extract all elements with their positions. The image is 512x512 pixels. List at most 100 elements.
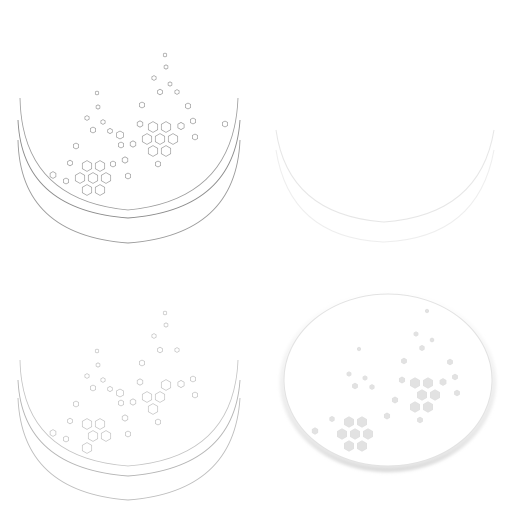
hexagon-cell bbox=[447, 358, 453, 366]
hexagon-cluster bbox=[311, 308, 460, 452]
hexagon-cell bbox=[73, 400, 79, 408]
hexagon-cell bbox=[222, 120, 228, 128]
hexagon-cell bbox=[157, 88, 163, 96]
petri-dish-icon-filled bbox=[280, 292, 496, 472]
hexagon-cell bbox=[363, 428, 373, 440]
hexagon-cell bbox=[147, 145, 159, 157]
hexagon-cell bbox=[84, 115, 90, 121]
hexagon-cell bbox=[141, 133, 153, 145]
hexagon-cell bbox=[423, 401, 433, 413]
hexagon-cell bbox=[362, 375, 368, 381]
petri-dish-icon-outline-light bbox=[17, 310, 241, 501]
hexagon-cell bbox=[154, 133, 166, 145]
hexagon-cell bbox=[94, 160, 106, 172]
hexagon-cell bbox=[391, 396, 399, 404]
dish-rim-middle bbox=[17, 119, 241, 219]
hexagon-cell bbox=[110, 160, 116, 168]
hexagon-cell bbox=[139, 101, 145, 109]
hexagon-cell bbox=[383, 412, 391, 420]
hexagon-cell bbox=[160, 379, 172, 391]
hexagon-cell bbox=[116, 130, 124, 140]
hexagon-cell bbox=[174, 89, 180, 95]
hexagon-cell bbox=[401, 357, 407, 365]
hexagon-cell bbox=[167, 81, 173, 87]
dish-rim-faint-outer bbox=[275, 149, 495, 243]
hexagon-cell bbox=[121, 156, 129, 164]
hexagon-cell bbox=[174, 347, 180, 353]
hexagon-cell bbox=[439, 378, 447, 386]
hexagon-cell bbox=[118, 399, 124, 407]
hexagon-cell bbox=[107, 127, 113, 135]
petri-dish-icon-faint bbox=[275, 129, 495, 243]
hexagon-cell bbox=[329, 415, 335, 423]
hexagon-cell bbox=[95, 104, 101, 110]
hexagon-cell bbox=[346, 371, 352, 377]
hexagon-cell bbox=[67, 159, 73, 167]
hexagon-cell bbox=[84, 373, 90, 379]
hexagon-cell bbox=[129, 398, 137, 406]
hexagon-cell bbox=[163, 322, 169, 328]
hexagon-cell bbox=[417, 389, 427, 401]
hexagon-cell bbox=[136, 378, 144, 386]
hexagon-cell bbox=[139, 359, 145, 367]
hexagon-cell bbox=[94, 184, 106, 196]
hexagon-cell bbox=[192, 391, 198, 399]
hexagon-cell bbox=[73, 142, 79, 150]
hexagon-cell bbox=[190, 375, 196, 383]
petri-dish-icon-outline-dark bbox=[17, 52, 241, 244]
hexagon-cell bbox=[151, 333, 157, 339]
hexagon-cell bbox=[151, 75, 157, 81]
hexagon-cell bbox=[94, 418, 106, 430]
hexagon-cell bbox=[155, 160, 161, 168]
dish-rim-inner-light bbox=[19, 359, 239, 467]
hexagon-cell bbox=[81, 442, 93, 454]
hexagon-cell bbox=[129, 140, 137, 148]
hexagon-cell bbox=[452, 373, 458, 381]
hexagon-cell bbox=[125, 430, 131, 438]
hexagon-cell bbox=[154, 391, 166, 403]
dish-rim-middle-light bbox=[17, 379, 241, 477]
hexagon-cell bbox=[100, 172, 112, 184]
hexagon-cell bbox=[160, 121, 172, 133]
hexagon-cell bbox=[147, 121, 159, 133]
hexagon-cell bbox=[81, 418, 93, 430]
hexagon-cell bbox=[136, 120, 144, 128]
hexagon-cell bbox=[352, 382, 358, 390]
hexagon-cell bbox=[369, 384, 375, 390]
dish-body bbox=[283, 293, 493, 467]
hexagon-cell bbox=[81, 160, 93, 172]
hexagon-cell bbox=[90, 384, 96, 392]
hexagon-cell bbox=[141, 391, 153, 403]
hexagon-cell bbox=[100, 377, 106, 383]
hexagon-cell bbox=[344, 416, 354, 428]
hexagon-cell bbox=[157, 346, 163, 354]
hexagon-cell bbox=[190, 117, 196, 125]
hexagon-cell bbox=[87, 430, 99, 442]
hexagon-cell bbox=[398, 376, 406, 384]
hexagon-cell bbox=[74, 172, 86, 184]
hexagon-cell bbox=[162, 52, 168, 58]
hexagon-cell bbox=[107, 385, 113, 393]
hexagon-cell bbox=[337, 428, 347, 440]
hexagon-cell bbox=[94, 90, 100, 96]
hexagon-cell bbox=[155, 418, 161, 426]
hexagon-cell bbox=[163, 64, 169, 70]
dish-rim-outer bbox=[17, 139, 241, 244]
hexagon-cell bbox=[167, 133, 179, 145]
hexagon-cell bbox=[413, 331, 419, 337]
hexagon-cell bbox=[67, 417, 73, 425]
hexagon-cell bbox=[429, 337, 435, 343]
hexagon-cluster bbox=[49, 310, 198, 454]
hexagon-cell bbox=[454, 389, 460, 397]
hexagon-cell bbox=[87, 172, 99, 184]
hexagon-cell bbox=[430, 389, 440, 401]
hexagon-cell bbox=[160, 145, 172, 157]
hexagon-cell bbox=[419, 344, 425, 352]
hexagon-cell bbox=[350, 428, 360, 440]
hexagon-cell bbox=[311, 427, 319, 435]
hexagon-cell bbox=[49, 429, 57, 437]
hexagon-cluster bbox=[49, 52, 228, 196]
hexagon-cell bbox=[125, 172, 131, 180]
